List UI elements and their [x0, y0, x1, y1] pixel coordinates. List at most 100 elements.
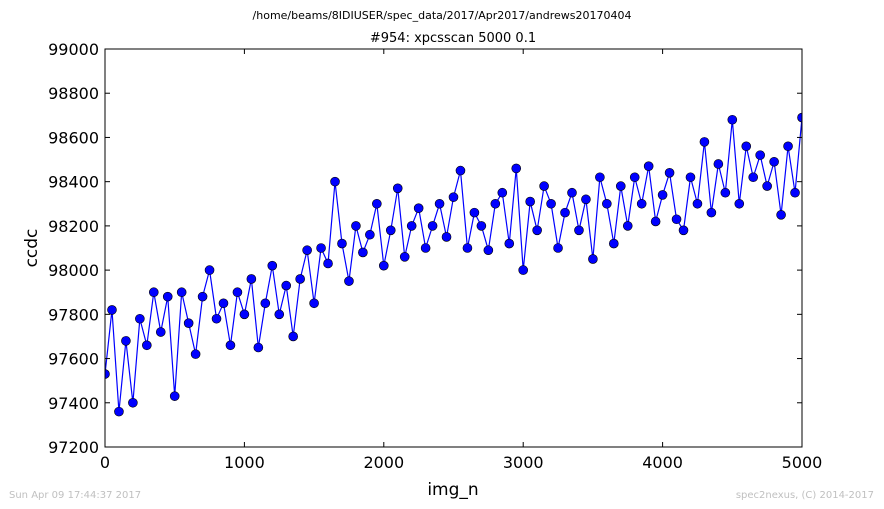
- data-point: [413, 203, 424, 213]
- data-point: [490, 198, 501, 209]
- y-tick-label: 99000: [48, 40, 99, 59]
- series-line: [105, 117, 802, 412]
- data-point: [239, 309, 250, 320]
- data-point: [183, 318, 194, 328]
- x-axis-label: img_n: [427, 480, 478, 500]
- data-point: [602, 198, 612, 209]
- y-tick-label: 98800: [48, 84, 99, 103]
- data-point: [511, 163, 522, 174]
- data-point: [420, 243, 431, 253]
- data-point: [302, 245, 312, 256]
- data-point: [121, 336, 131, 346]
- chart-suptitle: /home/beams/8IDIUSER/spec_data/2017/Apr2…: [253, 9, 632, 22]
- data-point: [699, 137, 710, 147]
- y-tick-label: 98600: [48, 128, 99, 147]
- data-point: [267, 260, 278, 271]
- data-point: [553, 243, 563, 253]
- data-point: [797, 112, 802, 123]
- data-point: [323, 258, 333, 269]
- data-point: [434, 198, 445, 209]
- data-point: [734, 198, 745, 209]
- data-point: [169, 391, 180, 401]
- data-point: [462, 243, 473, 253]
- data-point: [155, 327, 166, 337]
- x-tick-label: 5000: [782, 453, 823, 472]
- data-point: [769, 156, 779, 167]
- data-point: [476, 221, 487, 231]
- x-axis: 0 1000 2000 3000 4000 5000: [100, 49, 822, 472]
- data-point: [713, 159, 724, 169]
- x-tick-label: 1000: [224, 453, 265, 472]
- data-point: [288, 331, 298, 342]
- data-point: [455, 165, 466, 176]
- data-point: [135, 313, 145, 324]
- y-tick-label: 98400: [48, 173, 99, 192]
- data-point: [190, 349, 201, 359]
- data-point: [142, 340, 152, 351]
- y-tick-label: 97600: [48, 350, 99, 369]
- data-point: [114, 406, 124, 417]
- data-point: [197, 291, 208, 302]
- data-point: [448, 192, 459, 202]
- data-point: [720, 187, 731, 198]
- data-point: [685, 172, 696, 183]
- x-tick-label: 4000: [642, 453, 683, 472]
- data-point: [762, 181, 772, 191]
- data-point: [107, 305, 117, 315]
- data-point: [281, 280, 292, 291]
- x-tick-label: 0: [100, 453, 110, 472]
- data-point: [678, 225, 689, 236]
- data-point: [309, 298, 319, 309]
- data-point: [392, 183, 403, 194]
- data-point: [525, 196, 535, 207]
- data-point: [532, 225, 542, 236]
- data-point: [595, 172, 605, 183]
- data-points: [105, 112, 802, 417]
- data-point: [629, 172, 640, 183]
- data-point: [225, 340, 236, 351]
- y-tick-label: 97400: [48, 394, 99, 413]
- data-point: [727, 114, 738, 125]
- data-point: [643, 161, 654, 171]
- data-point: [671, 214, 682, 225]
- data-point: [427, 221, 438, 231]
- data-point: [330, 176, 340, 187]
- data-point: [497, 187, 508, 198]
- data-point: [105, 369, 110, 379]
- footer-credit: spec2nexus, (C) 2014-2017: [736, 490, 874, 501]
- data-point: [546, 198, 556, 209]
- x-tick-label: 3000: [503, 453, 544, 472]
- data-point: [351, 221, 361, 231]
- data-point: [176, 287, 187, 298]
- data-point: [650, 216, 661, 227]
- data-point: [316, 243, 326, 253]
- data-point: [344, 276, 354, 286]
- data-point: [385, 225, 396, 236]
- data-point: [581, 194, 591, 205]
- data-point: [253, 342, 264, 353]
- data-point: [776, 210, 786, 220]
- data-point: [567, 187, 577, 198]
- data-point: [783, 141, 793, 152]
- y-tick-label: 98000: [48, 261, 99, 280]
- data-point: [260, 298, 271, 309]
- data-point: [211, 313, 222, 324]
- data-point: [365, 229, 375, 240]
- data-point: [588, 254, 598, 264]
- data-point: [748, 172, 759, 183]
- data-point: [232, 287, 243, 298]
- footer-timestamp: Sun Apr 09 17:44:37 2017: [9, 490, 141, 501]
- x-tick-label: 2000: [363, 453, 404, 472]
- data-point: [406, 221, 417, 231]
- data-point: [609, 238, 619, 249]
- plot-area: [104, 48, 803, 448]
- y-axis-label: ccdc: [22, 229, 42, 268]
- data-point: [706, 207, 717, 218]
- data-point: [636, 198, 647, 209]
- data-point: [218, 298, 229, 309]
- data-point: [358, 247, 368, 258]
- data-point: [560, 207, 570, 218]
- data-point: [664, 168, 675, 178]
- data-point: [128, 397, 138, 408]
